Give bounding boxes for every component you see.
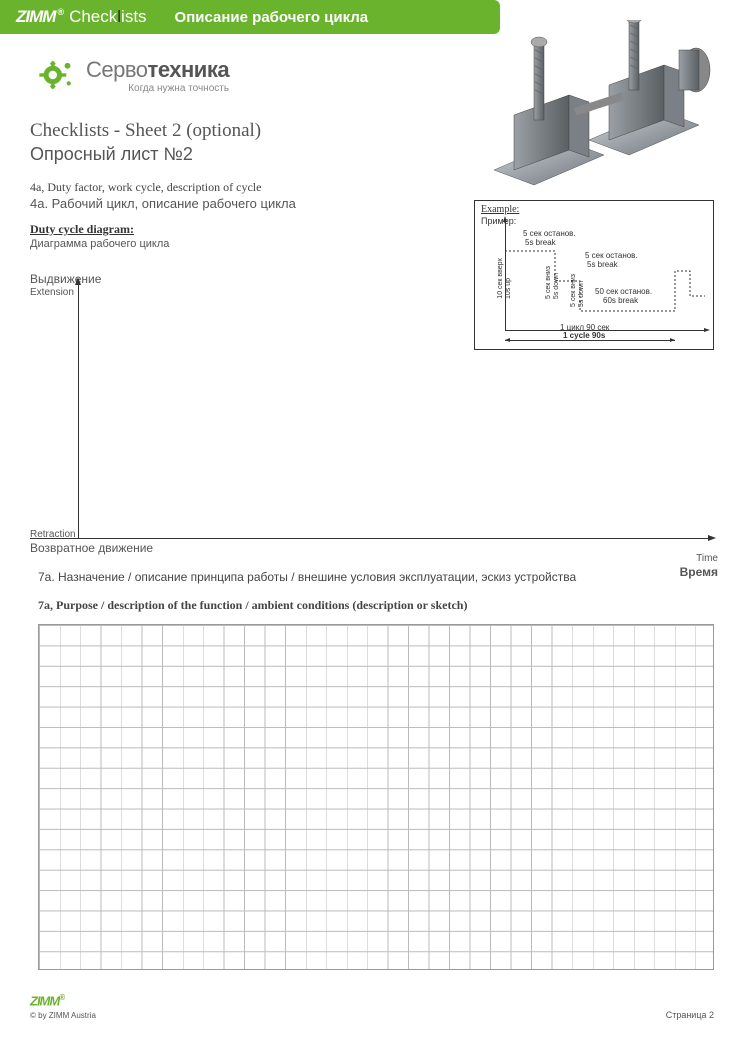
time-label-en: Time — [696, 553, 718, 564]
header-title: Описание рабочего цикла — [175, 9, 369, 26]
retraction-label-ru: Возвратное движение — [30, 541, 153, 555]
sheet-title-ru: Опросный лист №2 — [30, 144, 193, 165]
ex-up-en: 10s up — [505, 278, 512, 299]
footer-copyright: © by ZIMM Austria — [30, 1011, 96, 1020]
ex-dn2-en: 5s down — [578, 281, 585, 307]
page-number: Страница 2 — [666, 1010, 714, 1020]
gear-icon — [36, 54, 78, 96]
section-7a-ru: 7а. Назначение / описание принципа работ… — [38, 570, 576, 584]
retraction-label-en: Retraction — [30, 529, 76, 540]
extension-label-en: Extension — [30, 287, 74, 298]
ex-b3-en: 60s break — [603, 296, 638, 305]
ex-b2-ru: 5 сек останов. — [585, 251, 638, 260]
time-label-ru: Время — [680, 565, 718, 579]
duty-title-ru: Диаграмма рабочего цикла — [30, 238, 169, 250]
brand-text: ZIMM — [16, 7, 55, 26]
footer-logo: ZIMM® — [30, 993, 64, 1008]
y-axis — [78, 283, 79, 538]
section-4a-ru: 4а. Рабочий цикл, описание рабочего цикл… — [30, 196, 296, 211]
ex-b1-ru: 5 сек останов. — [523, 229, 576, 238]
duty-title-en: Duty cycle diagram: — [30, 222, 134, 237]
sheet-title-en: Checklists - Sheet 2 (optional) — [30, 120, 261, 142]
ex-up-ru: 10 сек вверх — [497, 258, 504, 299]
ex-dn2-ru: 5 сек вниз — [570, 274, 577, 307]
cycle-dim-line — [505, 340, 675, 341]
ex-dn-ru: 5 сек вниз — [545, 266, 552, 299]
servo-sub: Когда нужна точность — [86, 83, 229, 94]
ex-cycle-en: 1 cycle 90s — [563, 331, 605, 340]
ex-b3-ru: 50 сек останов. — [595, 287, 652, 296]
zimm-logo: ZIMM® — [16, 7, 63, 27]
x-axis — [30, 538, 710, 539]
section-4a-en: 4a, Duty factor, work cycle, description… — [30, 180, 261, 195]
ex-b2-en: 5s break — [587, 260, 618, 269]
servo-main: Сервотехника — [86, 57, 229, 83]
machine-image — [474, 20, 714, 190]
reg-mark: ® — [57, 7, 63, 17]
ex-dn-en: 5s down — [553, 273, 560, 299]
extension-label-ru: Выдвижение — [30, 272, 101, 286]
checklists-word: Checklists — [69, 7, 146, 27]
example-title-en: Example: — [481, 204, 519, 215]
header-bar: ZIMM® Checklists Описание рабочего цикла — [0, 0, 500, 34]
servo-logo-block: Сервотехника Когда нужна точность — [36, 54, 229, 96]
sketch-grid[interactable] — [38, 624, 714, 970]
section-7a-en: 7a, Purpose / description of the functio… — [38, 598, 467, 613]
example-box: Example: Пример: 10 сек вверх 10s up 5 с… — [474, 200, 714, 350]
servo-text: Сервотехника Когда нужна точность — [86, 57, 229, 94]
ex-b1-en: 5s break — [525, 238, 556, 247]
